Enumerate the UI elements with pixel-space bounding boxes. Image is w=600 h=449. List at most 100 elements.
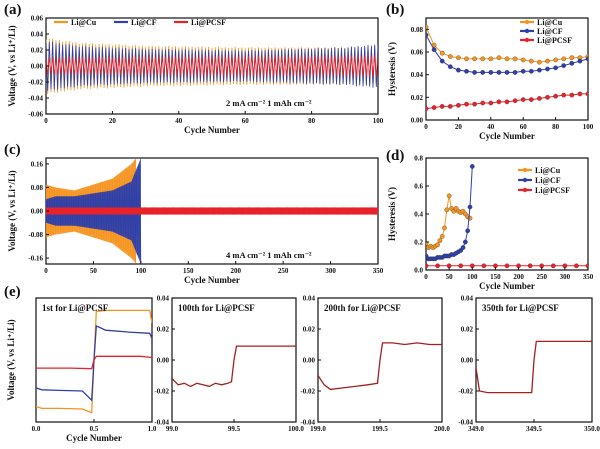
x-tick-label: 0 xyxy=(424,123,428,131)
data-point xyxy=(465,228,471,234)
x-tick-label: 0 xyxy=(44,117,48,125)
data-point xyxy=(464,68,469,74)
data-point xyxy=(435,242,440,248)
x-tick-label: 100 xyxy=(583,123,594,131)
x-tick-label: 50 xyxy=(446,273,454,281)
x-axis-label: Cycle Number xyxy=(66,433,122,443)
y-tick-label: -0.06 xyxy=(28,111,43,119)
data-point xyxy=(527,263,533,269)
data-point xyxy=(561,56,567,62)
series-li-pcsf xyxy=(36,355,152,370)
series-li-pcsf xyxy=(318,342,442,391)
x-tick-label: 99.0 xyxy=(166,425,179,433)
x-tick-label: 99.5 xyxy=(228,425,241,433)
y-tick-label: 0.04 xyxy=(411,71,424,79)
x-tick-label: 349.0 xyxy=(468,425,484,433)
series-li-pcsf xyxy=(46,55,378,78)
y-tick-label: -0.16 xyxy=(28,255,43,263)
y-axis-label: Voltage (V, vs Li⁺/Li) xyxy=(7,170,17,251)
data-point xyxy=(585,91,588,97)
y-tick-label: 0.04 xyxy=(157,295,170,303)
data-point xyxy=(460,245,466,250)
legend-label: Li@PCSF xyxy=(537,36,572,45)
series-line xyxy=(46,38,378,94)
y-tick-label: 0.02 xyxy=(31,47,44,55)
panel-title: 100th for Li@PCSF xyxy=(178,303,255,313)
condition-annotation: 4 mA cm⁻² 1 mAh cm⁻² xyxy=(226,250,312,260)
y-axis-label: Hysteresis (V) xyxy=(387,187,397,241)
x-tick-label: 200.0 xyxy=(434,425,450,433)
panel-label: (e) xyxy=(4,284,21,300)
legend-label: Li@Cu xyxy=(537,18,563,27)
y-tick-label: 0.04 xyxy=(303,295,316,303)
data-point xyxy=(569,60,575,66)
x-tick-label: 0 xyxy=(44,267,48,275)
y-tick-label: 0.06 xyxy=(411,49,424,57)
panel-label: (b) xyxy=(386,2,404,18)
data-layer xyxy=(36,309,152,414)
x-axis-label: Cycle Number xyxy=(184,125,240,135)
x-tick-label: 40 xyxy=(487,123,495,131)
data-point xyxy=(446,193,452,199)
data-point xyxy=(553,93,558,99)
x-axis-label: Cycle Number xyxy=(479,281,535,291)
y-tick-label: 0.00 xyxy=(461,357,474,365)
data-point xyxy=(480,56,486,62)
x-tick-label: 150 xyxy=(490,273,501,281)
data-point xyxy=(496,55,502,61)
y-tick-label: -0.02 xyxy=(300,388,315,396)
x-tick-label: 0.0 xyxy=(32,425,41,433)
panel-e3: 199.0 199.5 200.0 -0.04 -0.02 0.00 0.02 0.04 200… xyxy=(300,295,450,434)
y-tick-label: 0.0 xyxy=(414,267,423,275)
y-tick-label: 0.08 xyxy=(411,26,424,34)
x-tick-label: 250 xyxy=(536,273,547,281)
data-point xyxy=(520,68,526,74)
series-li-cf xyxy=(426,32,588,75)
y-tick-label: 0.00 xyxy=(31,63,44,71)
panel-d: 0 50 100 150 200 250 300 350 0.0 0.2 0.4 0.6 0.8 Cycl… xyxy=(386,148,594,291)
series-line xyxy=(36,324,152,402)
legend-marker xyxy=(522,177,528,183)
series-li-pcsf-band xyxy=(46,207,378,215)
data-point xyxy=(528,68,534,74)
data-point xyxy=(472,101,477,107)
data-point xyxy=(504,56,510,62)
x-tick-label: 80 xyxy=(552,123,560,131)
legend-label: Li@PCSF xyxy=(535,186,570,195)
y-tick-label: 0.00 xyxy=(157,357,170,365)
x-tick-label: 1.0 xyxy=(148,425,157,433)
y-axis-label: Hysteresis (V) xyxy=(387,42,397,96)
data-point xyxy=(561,63,567,68)
y-tick-label: 0.06 xyxy=(31,15,44,23)
legend-marker xyxy=(522,187,528,193)
series-line xyxy=(36,355,152,370)
data-point xyxy=(504,263,510,269)
data-point xyxy=(437,238,443,243)
data-layer xyxy=(318,342,442,391)
data-point xyxy=(439,50,445,56)
data-point xyxy=(545,94,550,100)
condition-annotation: 2 mA cm⁻² 1 mAh cm⁻² xyxy=(226,98,312,108)
data-point xyxy=(537,67,542,73)
data-point xyxy=(439,234,445,239)
data-point xyxy=(447,104,453,109)
data-point xyxy=(569,55,575,61)
data-layer xyxy=(172,345,296,388)
series-li-cf xyxy=(426,164,475,262)
y-tick-label: 0.00 xyxy=(31,208,44,216)
data-point xyxy=(439,58,445,64)
y-tick-label: -0.04 xyxy=(300,419,315,427)
legend-marker xyxy=(524,28,530,34)
y-tick-label: -0.04 xyxy=(28,95,43,103)
data-point xyxy=(456,102,461,108)
y-tick-label: 0.02 xyxy=(411,94,424,102)
data-point xyxy=(462,239,468,245)
x-tick-label: 350.0 xyxy=(584,425,600,433)
legend-marker xyxy=(524,19,530,25)
x-tick-label: 60 xyxy=(242,117,250,125)
x-tick-label: 0 xyxy=(424,273,428,281)
x-tick-label: 20 xyxy=(109,117,117,125)
data-point xyxy=(574,263,579,269)
panel-c: 0 50 100 150 200 250 300 350 -0.16 -0.08 0.00 0.08 0… xyxy=(4,142,384,285)
